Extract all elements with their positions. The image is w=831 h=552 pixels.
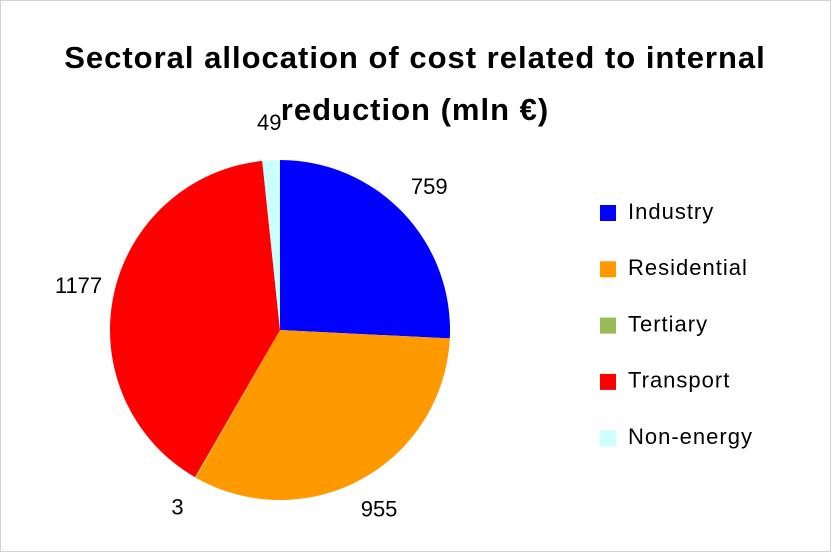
data-label: 3 [171, 494, 183, 519]
legend-label: Tertiary [628, 311, 708, 336]
pie-slice [194, 330, 280, 478]
data-label: 49 [257, 110, 281, 135]
legend-swatch [600, 205, 616, 221]
legend-label: Transport [628, 368, 730, 393]
legend-label: Residential [628, 255, 748, 280]
pie-slice [195, 330, 450, 501]
chart-title: Sectoral allocation of cost related to i… [64, 40, 766, 127]
legend-swatch [600, 430, 616, 447]
pie-slice [280, 160, 451, 339]
legend-swatch [600, 317, 616, 334]
legend-swatch [600, 261, 616, 278]
legend-label: Non-energy [628, 424, 753, 449]
data-label: 955 [361, 496, 398, 521]
pie-slice [110, 160, 280, 478]
data-label: 1177 [55, 273, 102, 298]
legend-label: Industry [628, 199, 714, 224]
legend-swatch [600, 373, 616, 390]
data-label: 759 [411, 174, 448, 199]
pie-slice [262, 160, 280, 330]
